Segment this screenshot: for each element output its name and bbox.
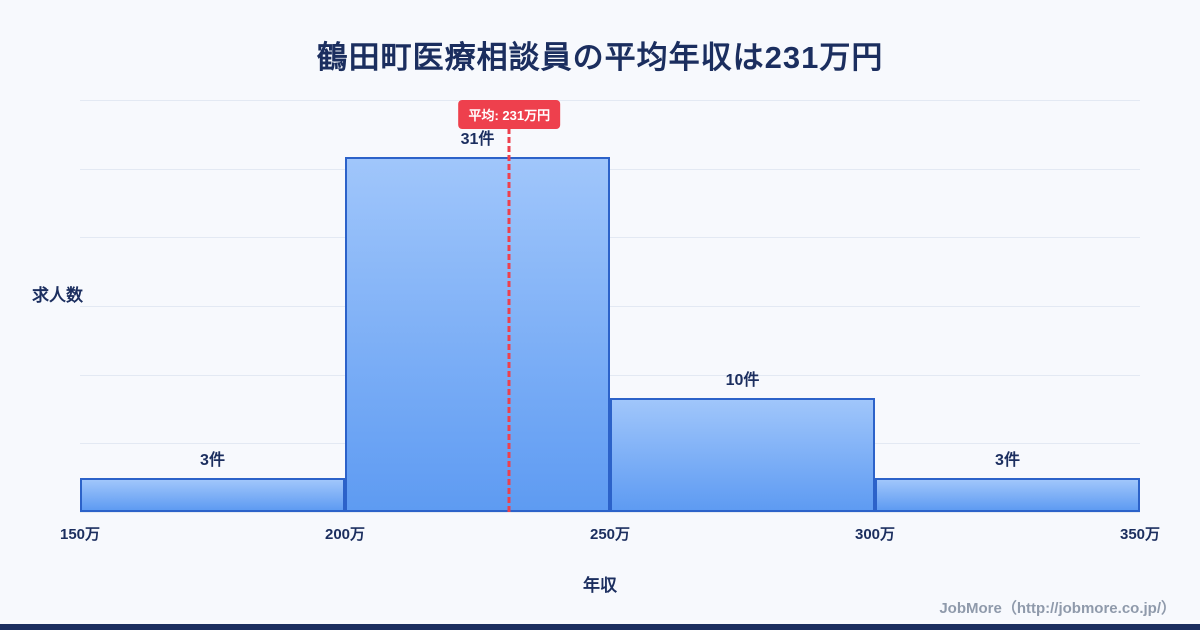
page-title: 鶴田町医療相談員の平均年収は231万円 [316,40,884,75]
gridline [80,168,1140,170]
chart-area: 平均: 231万円 3件 31件 10件 3件 150万 200万 250万 300万 350万 [60,100,1160,543]
x-axis-tick: 300万 [854,526,896,543]
x-axis-tick: 200万 [324,526,366,543]
gridline [80,237,1140,239]
bottom-accent-bar [0,624,1200,630]
bar-value-label: 10件 [725,371,760,389]
histogram-bar [345,157,610,512]
bar-value-label: 3件 [200,451,225,469]
gridline [80,306,1140,307]
histogram-bar [610,397,875,512]
gridline [80,374,1140,376]
gridline [80,100,1140,101]
histogram-bar [80,477,345,512]
average-badge: 平均: 231万円 [458,100,561,129]
histogram-bar [875,477,1140,512]
footer-credit: JobMore（http://jobmore.co.jp/） [939,600,1176,617]
x-axis-label: 年収 [583,576,617,595]
y-axis-label: 求人数 [32,286,83,305]
x-axis-tick: 350万 [1119,526,1161,543]
bar-value-label: 31件 [460,131,495,149]
bar-value-label: 3件 [995,451,1020,469]
average-line [507,128,511,512]
x-axis-tick: 150万 [59,526,101,543]
gridline [80,512,1140,513]
x-axis-tick: 250万 [589,526,631,543]
